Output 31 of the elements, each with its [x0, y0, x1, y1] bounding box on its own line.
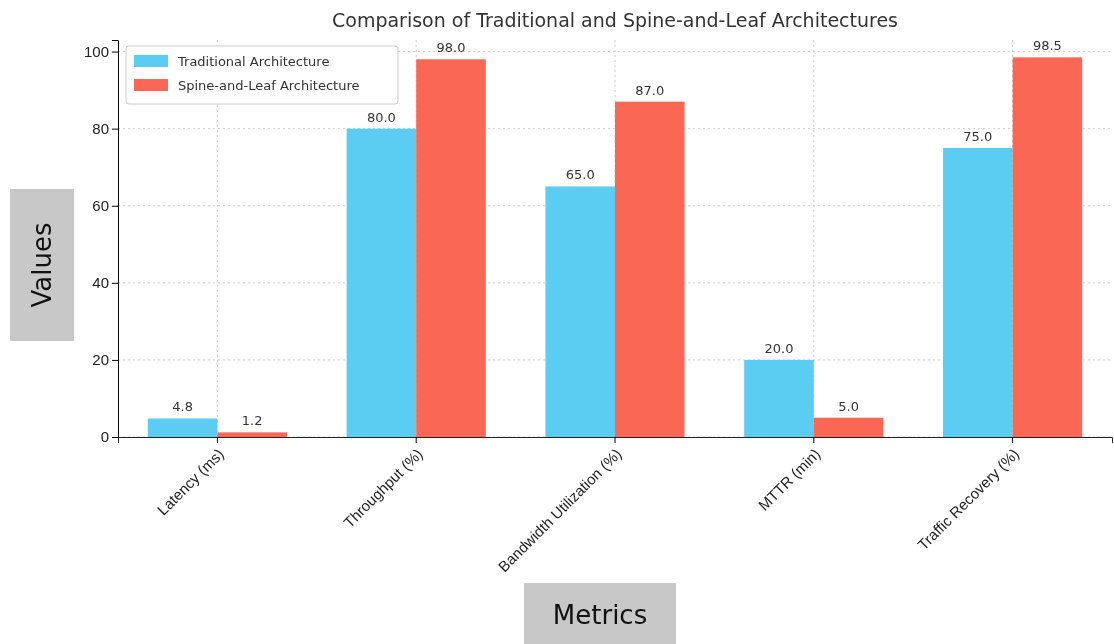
legend-label: Spine-and-Leaf Architecture	[178, 78, 360, 93]
bar	[147, 418, 218, 437]
text: 87.0	[635, 82, 665, 98]
bar	[943, 147, 1013, 437]
text: 98.0	[436, 40, 466, 56]
bar	[416, 59, 486, 437]
y-axis-title: Values	[27, 222, 58, 308]
y-tick-label: 40	[92, 274, 109, 292]
text: 75.0	[963, 128, 993, 144]
x-axis-title: Metrics	[552, 600, 648, 631]
y-tick-label: 60	[92, 197, 109, 215]
y-tick-label: 0	[100, 428, 109, 446]
bar	[346, 128, 417, 437]
text: 98.5	[1032, 38, 1062, 54]
bar	[744, 359, 814, 437]
y-tick-label: 100	[83, 42, 109, 60]
bar	[217, 432, 287, 437]
bar	[545, 186, 615, 437]
bar	[615, 101, 685, 437]
legend-label: Traditional Architecture	[177, 54, 330, 69]
bar	[813, 417, 884, 437]
y-tick-label: 20	[92, 351, 109, 369]
text: 1.2	[241, 413, 263, 429]
text: 65.0	[565, 167, 595, 183]
bar	[1012, 57, 1083, 437]
text: 5.0	[838, 398, 859, 414]
text: 4.8	[172, 399, 193, 415]
chart-title: Comparison of Traditional and Spine-and-Leaf Architectures	[331, 9, 899, 31]
text: 80.0	[366, 109, 396, 125]
y-tick-label: 80	[92, 119, 109, 137]
text: 20.0	[764, 340, 794, 356]
